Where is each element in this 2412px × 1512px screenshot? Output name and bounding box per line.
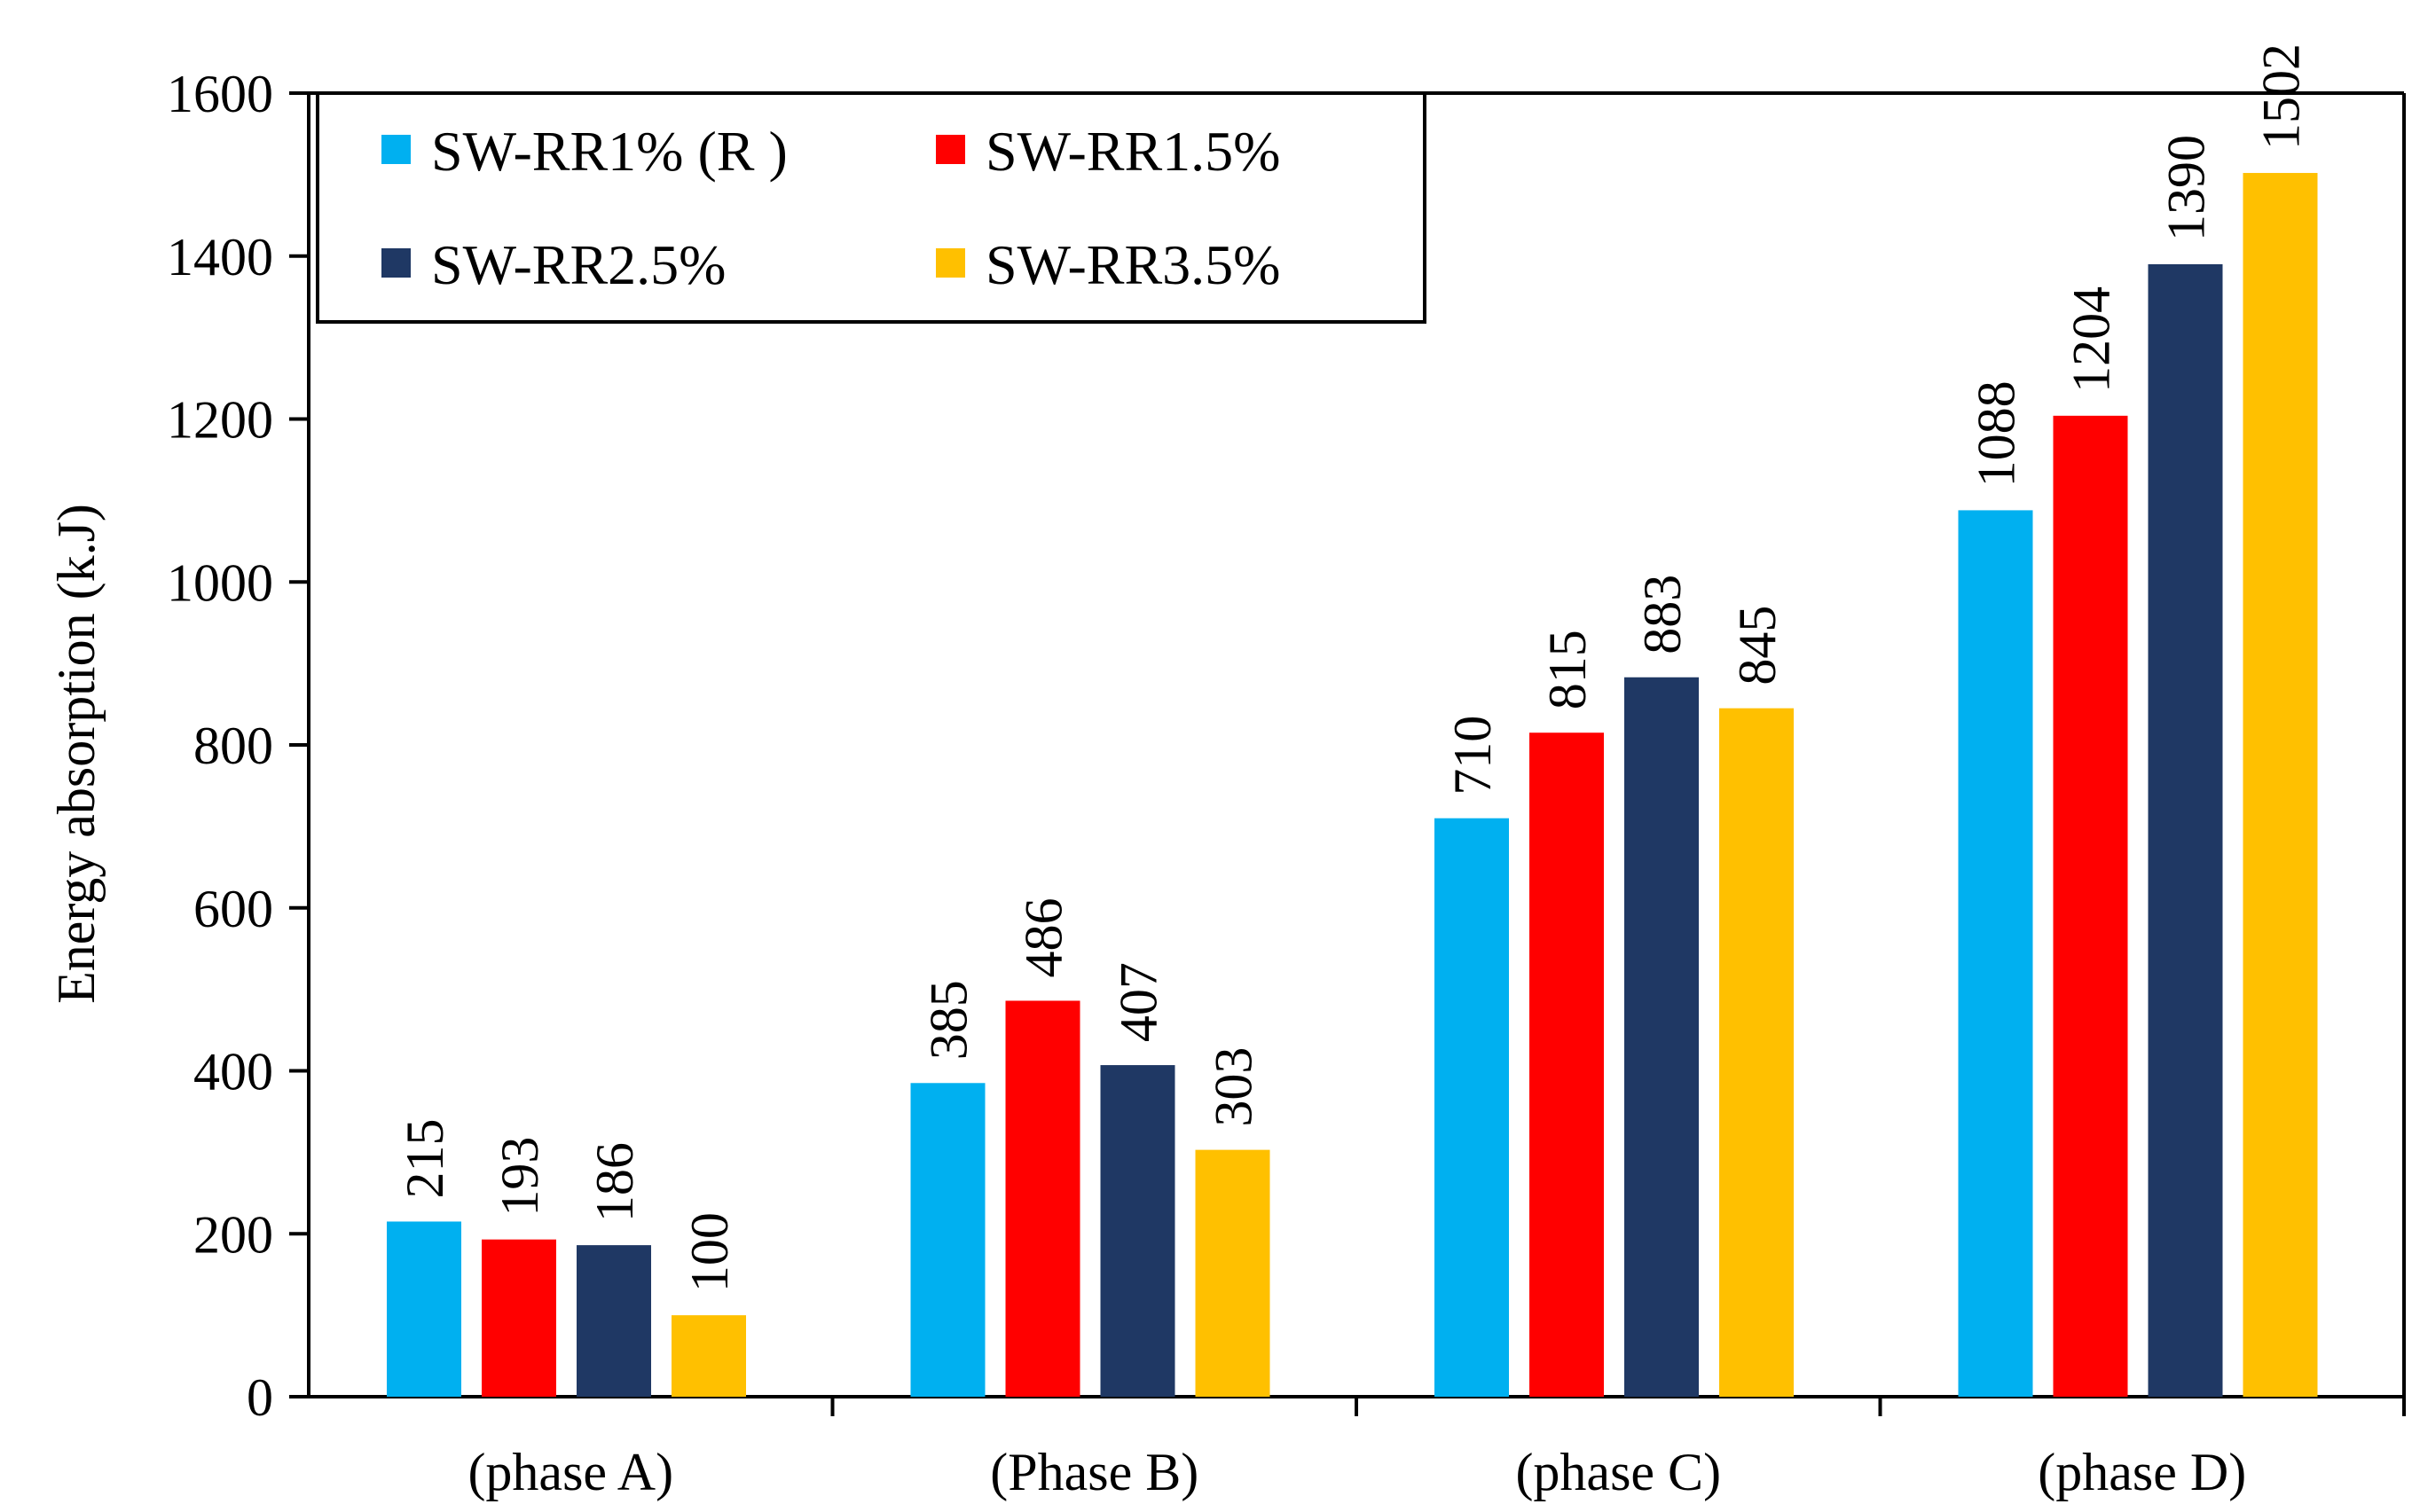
legend-box xyxy=(316,91,1426,324)
y-tick-label: 600 xyxy=(193,880,273,938)
y-tick-label: 1600 xyxy=(167,65,273,123)
x-category-label: (phase A) xyxy=(467,1443,673,1501)
legend-swatch xyxy=(381,135,411,164)
legend-label: SW-RR3.5% xyxy=(986,233,1280,296)
y-tick-label: 1200 xyxy=(167,391,273,450)
legend-label: SW-RR1% (R ) xyxy=(431,120,788,183)
bar xyxy=(2243,173,2318,1398)
bar xyxy=(482,1239,556,1397)
x-category-label: (phase C) xyxy=(1515,1443,1721,1501)
legend-swatch xyxy=(936,135,965,164)
y-tick-label: 1400 xyxy=(167,228,273,286)
bar xyxy=(1195,1149,1270,1397)
bar xyxy=(672,1315,746,1397)
data-label: 215 xyxy=(396,1118,454,1198)
bar xyxy=(1100,1065,1175,1397)
data-label: 193 xyxy=(491,1137,549,1217)
data-label: 385 xyxy=(920,980,978,1060)
y-tick-label: 400 xyxy=(193,1043,273,1101)
data-label: 186 xyxy=(585,1142,644,1222)
data-label: 1204 xyxy=(2062,286,2121,393)
plot-area: 0 200 400 600 800 1000 1200 1400 1600 Energy abso… xyxy=(47,43,2406,1501)
legend-swatch xyxy=(936,248,965,278)
bar xyxy=(577,1245,651,1397)
x-category-label: (Phase B) xyxy=(990,1443,1198,1501)
bar xyxy=(1529,732,1604,1397)
data-label: 815 xyxy=(1538,630,1597,709)
y-tick-label: 1000 xyxy=(167,553,273,612)
data-label: 100 xyxy=(680,1212,739,1292)
y-axis-title: Energy absorption (k.J) xyxy=(47,504,106,1004)
bar xyxy=(387,1221,461,1397)
data-label: 1502 xyxy=(2252,43,2311,150)
bar xyxy=(1434,818,1509,1397)
bar xyxy=(1005,1000,1080,1397)
data-label: 845 xyxy=(1728,606,1787,685)
bar xyxy=(1958,510,2033,1397)
bar xyxy=(910,1083,986,1397)
legend-label: SW-RR1.5% xyxy=(986,120,1280,183)
bar xyxy=(2148,263,2223,1397)
data-label: 407 xyxy=(1110,962,1168,1042)
data-label: 303 xyxy=(1205,1047,1263,1127)
x-category-label: (phase D) xyxy=(2038,1443,2246,1501)
legend-label: SW-RR2.5% xyxy=(431,233,726,296)
legend: SW-RR1% (R ) SW-RR1.5% SW-RR2.5% SW-RR3.5% xyxy=(316,91,1426,324)
bar xyxy=(1719,708,1794,1397)
bar xyxy=(2053,415,2128,1398)
y-tick-label: 0 xyxy=(247,1368,273,1427)
legend-swatch xyxy=(381,248,411,278)
data-label: 710 xyxy=(1443,716,1502,795)
data-label: 486 xyxy=(1015,897,1073,977)
y-tick-label: 800 xyxy=(193,717,273,775)
data-label: 883 xyxy=(1633,575,1692,654)
bar xyxy=(1624,677,1699,1397)
data-label: 1088 xyxy=(1968,380,2026,487)
y-tick-label: 200 xyxy=(193,1205,273,1264)
data-label: 1390 xyxy=(2157,135,2216,241)
